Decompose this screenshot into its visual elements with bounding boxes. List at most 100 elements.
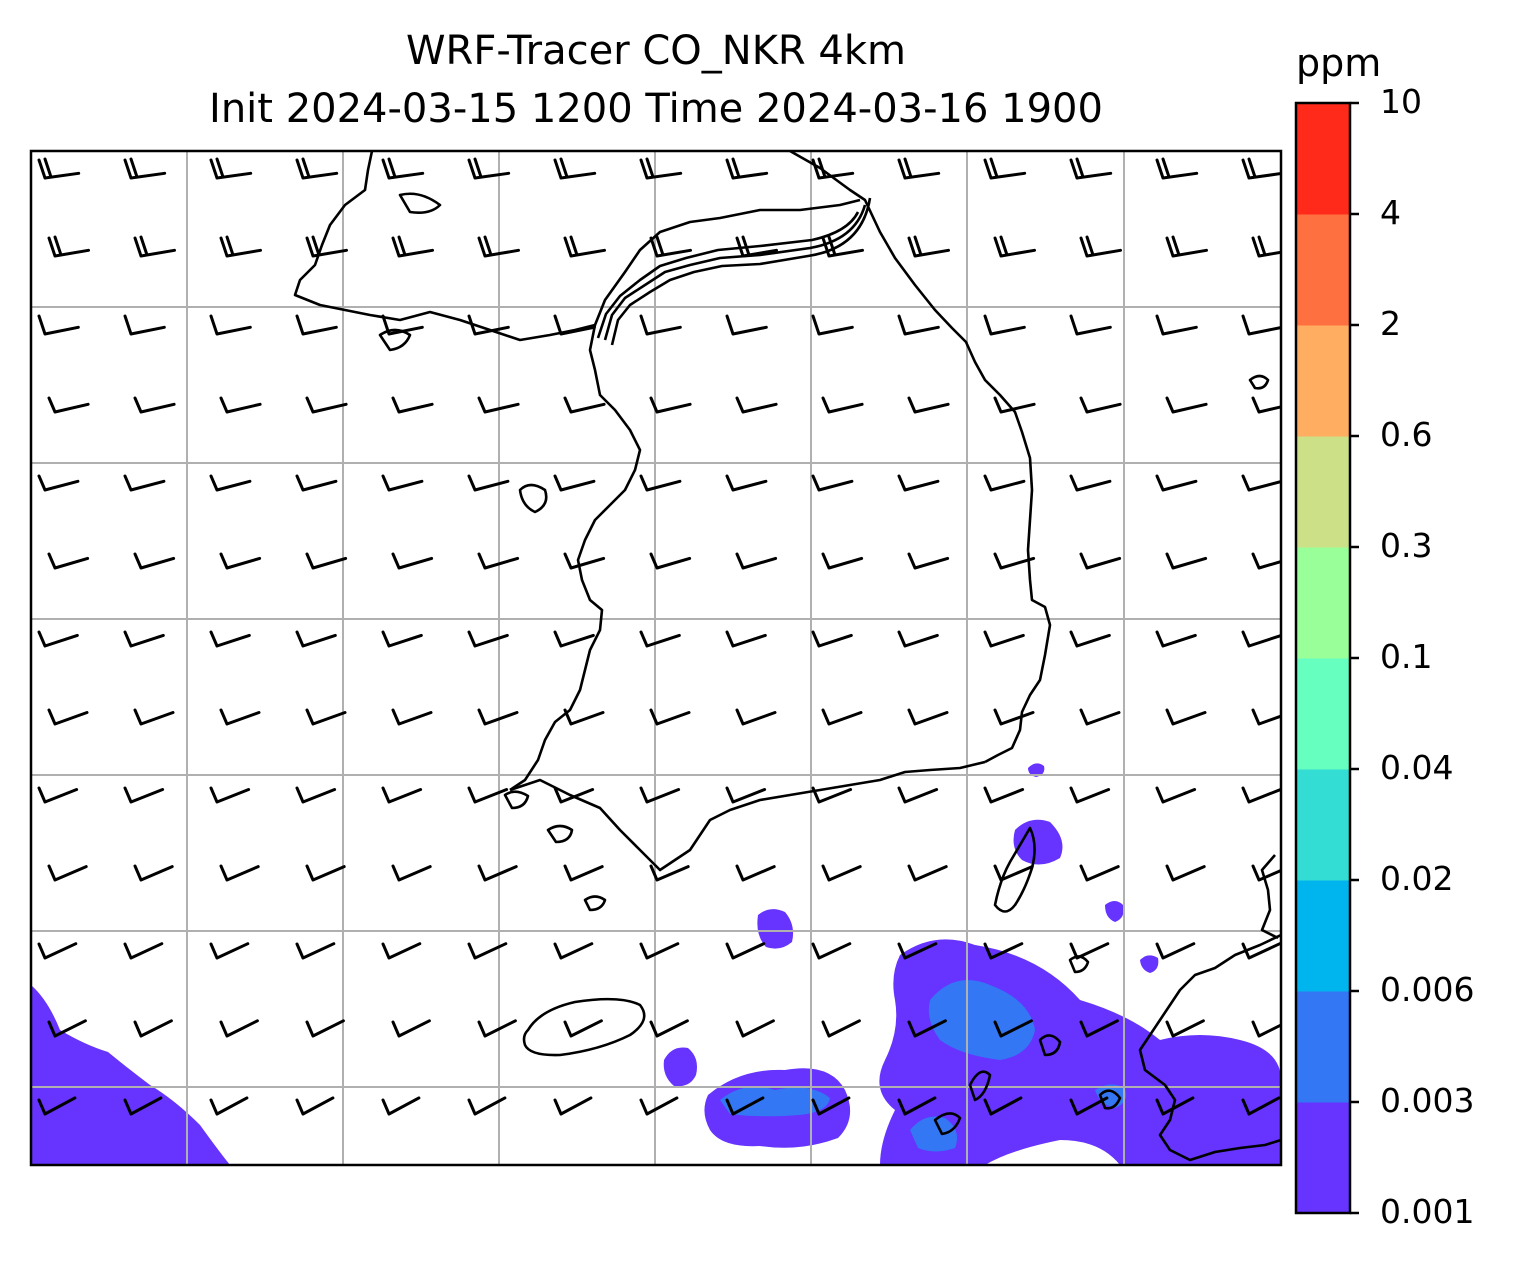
wind-barb bbox=[993, 708, 1035, 726]
wind-barb bbox=[649, 235, 692, 258]
wind-barb bbox=[907, 235, 950, 258]
wind-barb bbox=[821, 235, 864, 258]
wind-barb bbox=[209, 157, 253, 180]
wind-barb bbox=[563, 396, 606, 414]
wind-barb bbox=[1165, 1019, 1205, 1038]
wind-barb bbox=[381, 630, 423, 648]
map-title-line2: Init 2024-03-15 1200 Time 2024-03-16 190… bbox=[209, 86, 1103, 132]
wind-barb bbox=[811, 630, 853, 648]
wind-barb bbox=[1069, 630, 1111, 648]
wind-barb bbox=[1155, 942, 1196, 960]
plume-small-4 bbox=[1140, 955, 1159, 973]
japan-islands-3 bbox=[933, 1112, 962, 1136]
wind-barb bbox=[305, 396, 348, 414]
wind-barb bbox=[553, 314, 596, 336]
wind-barb bbox=[1155, 786, 1197, 804]
wind-barb bbox=[993, 552, 1036, 570]
west-island-1 bbox=[518, 483, 548, 514]
wind-barb bbox=[821, 708, 863, 726]
wind-barb bbox=[381, 786, 423, 804]
wind-barb bbox=[37, 314, 80, 336]
japan-islands-5 bbox=[1098, 1089, 1122, 1110]
wind-barb bbox=[1155, 314, 1198, 336]
wind-barb bbox=[123, 157, 167, 180]
wind-barb bbox=[1165, 708, 1207, 726]
wind-barb bbox=[219, 552, 262, 570]
wind-barb bbox=[37, 942, 78, 960]
japan-islands-1 bbox=[1038, 1034, 1062, 1057]
wind-barb bbox=[467, 942, 508, 960]
wind-barb bbox=[477, 552, 520, 570]
wind-barb bbox=[897, 474, 940, 492]
wind-barb bbox=[897, 630, 939, 648]
wind-barb bbox=[639, 786, 681, 804]
colorbar bbox=[1294, 101, 1359, 1215]
wind-barb bbox=[1251, 396, 1281, 414]
wind-barb bbox=[209, 314, 252, 336]
wind-barb bbox=[391, 1019, 431, 1038]
wind-barb bbox=[381, 314, 424, 336]
wind-barb bbox=[295, 474, 338, 492]
wind-barbs bbox=[37, 157, 1281, 1192]
wind-barb bbox=[307, 1175, 342, 1192]
wind-barb bbox=[649, 552, 692, 570]
wind-barb bbox=[639, 942, 680, 960]
map-panel[interactable] bbox=[29, 149, 1293, 1192]
japan-coast bbox=[1138, 933, 1281, 1162]
colorbar-segment bbox=[1296, 547, 1350, 659]
wind-barb bbox=[47, 235, 90, 258]
wind-barb bbox=[37, 474, 80, 492]
wind-barb bbox=[123, 786, 165, 804]
wind-barb bbox=[209, 630, 251, 648]
wind-barb bbox=[1251, 1020, 1281, 1038]
wind-barb bbox=[563, 864, 604, 882]
wind-barb bbox=[295, 314, 338, 336]
wind-barb bbox=[123, 314, 166, 336]
dmz-border-3 bbox=[610, 197, 872, 346]
wind-barb bbox=[811, 474, 854, 492]
south-coast bbox=[509, 760, 986, 872]
wind-barb bbox=[1165, 396, 1208, 414]
tracer-contour-fill bbox=[31, 763, 1281, 1165]
wind-barb bbox=[1155, 157, 1199, 180]
wind-barb bbox=[983, 786, 1025, 804]
wind-barb bbox=[897, 157, 941, 180]
wind-barb bbox=[381, 942, 422, 960]
wind-barb bbox=[651, 1175, 686, 1192]
wind-barb bbox=[47, 396, 90, 414]
wind-barb bbox=[993, 235, 1036, 258]
colorbar-tick-label: 0.3 bbox=[1380, 526, 1433, 565]
colorbar-segment bbox=[1296, 214, 1350, 326]
wind-barb bbox=[133, 708, 175, 726]
wind-barb bbox=[897, 1096, 937, 1116]
wind-barb bbox=[821, 552, 864, 570]
wind-barb bbox=[995, 1175, 1030, 1192]
wind-barb bbox=[467, 630, 509, 648]
dmz-border-2 bbox=[596, 211, 860, 339]
wind-barb bbox=[47, 1019, 87, 1038]
korea-west-coast bbox=[509, 198, 861, 792]
wind-barb bbox=[1081, 1175, 1116, 1192]
wind-barb bbox=[983, 942, 1024, 960]
wind-barb bbox=[725, 157, 769, 180]
wind-barb bbox=[897, 786, 939, 804]
plume-core-2 bbox=[720, 1086, 830, 1117]
dmz-border bbox=[603, 204, 867, 341]
wind-barb bbox=[1241, 474, 1281, 492]
map-frame bbox=[29, 149, 1283, 1167]
wind-barb bbox=[135, 1175, 170, 1192]
wind-barb bbox=[477, 396, 520, 414]
colorbar-tick-label: 0.6 bbox=[1380, 415, 1433, 454]
wind-barb bbox=[565, 1175, 600, 1192]
wind-barb bbox=[391, 864, 432, 882]
wind-barb bbox=[735, 396, 778, 414]
wind-barb bbox=[381, 474, 424, 492]
wind-barb bbox=[1241, 630, 1281, 648]
wind-barb bbox=[467, 157, 511, 180]
colorbar-segment bbox=[1296, 991, 1350, 1103]
plume-southwest bbox=[31, 985, 230, 1165]
wind-barb bbox=[811, 942, 852, 960]
colorbar-segment bbox=[1296, 325, 1350, 437]
wind-barb bbox=[649, 396, 692, 414]
wind-barb bbox=[37, 1096, 77, 1116]
